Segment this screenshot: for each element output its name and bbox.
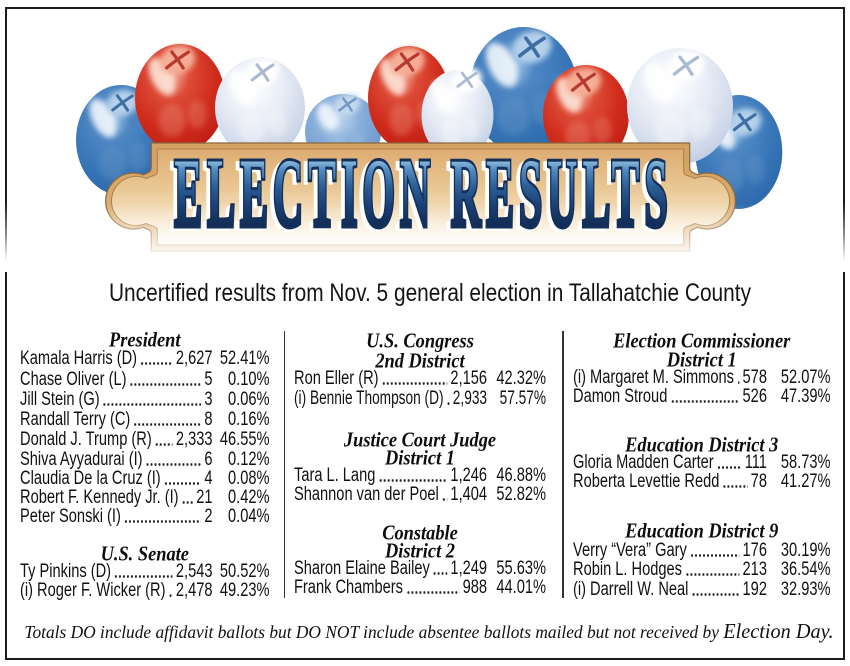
svg-text:ELECTION RESULTS: ELECTION RESULTS (170, 142, 669, 250)
svg-text:ELECTION RESULTS: ELECTION RESULTS (174, 140, 673, 248)
